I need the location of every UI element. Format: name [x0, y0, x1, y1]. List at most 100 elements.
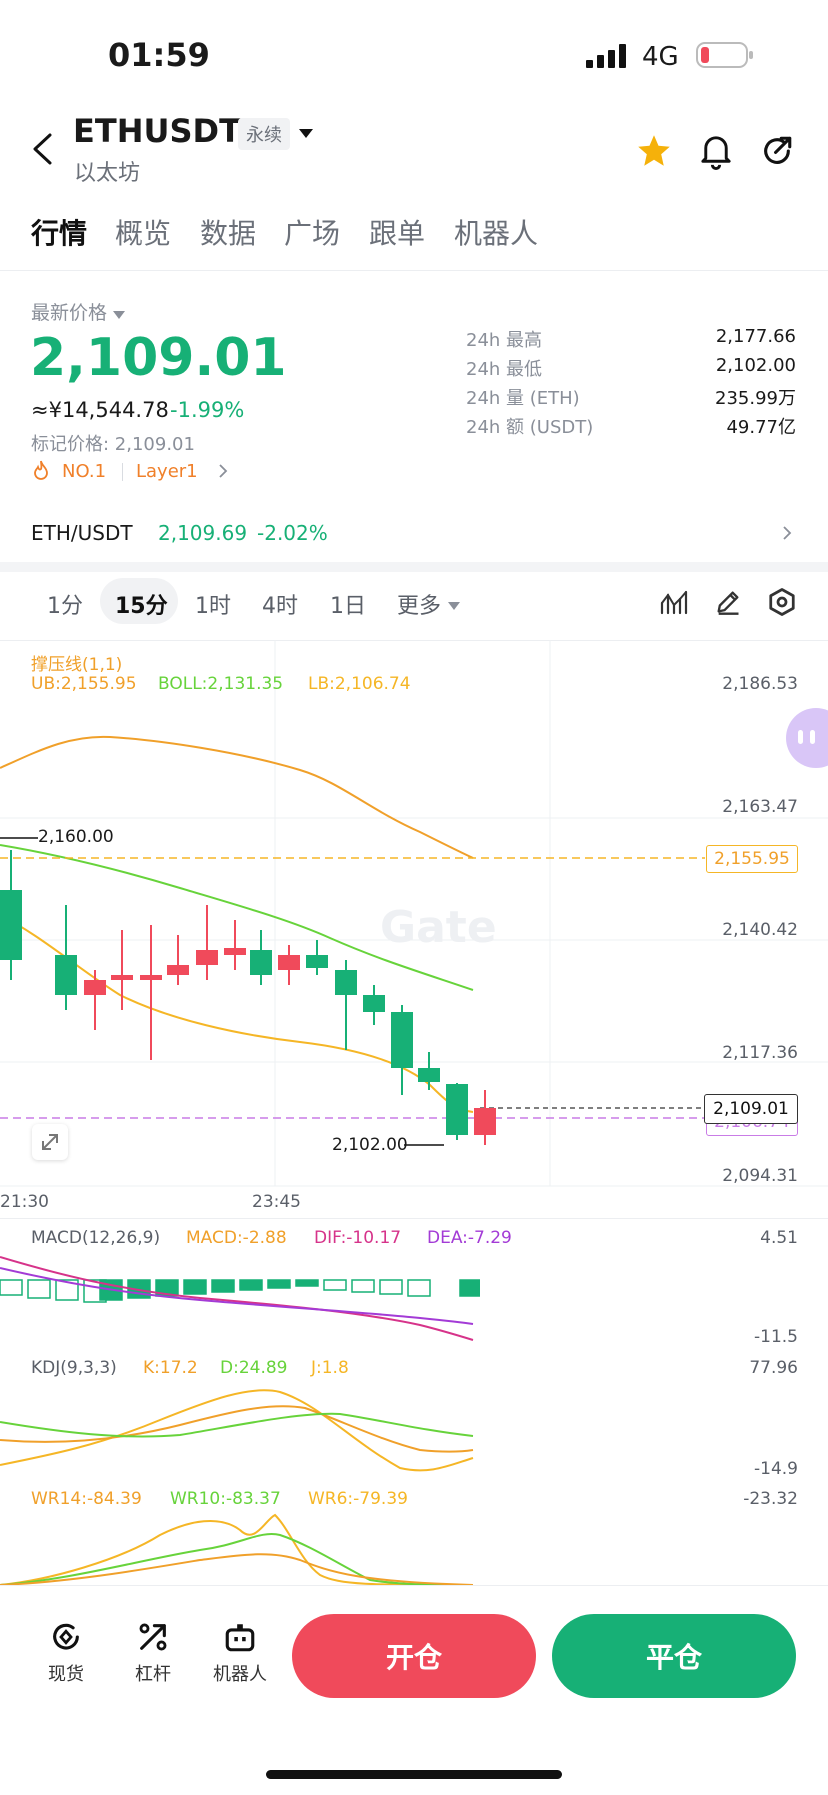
- kdj-j-line: [0, 1389, 474, 1472]
- ub-label: UB:2,155.95: [31, 674, 137, 694]
- category-chevron-icon[interactable]: [218, 463, 228, 483]
- tab-copy-trading[interactable]: 跟单: [369, 217, 426, 250]
- high-marker-label: 2,160.00: [38, 827, 114, 847]
- timeframe-more[interactable]: 更多: [397, 594, 442, 619]
- symbol-title[interactable]: ETHUSDT: [73, 112, 241, 150]
- candle-body: [140, 975, 162, 980]
- candle-body: [363, 995, 385, 1012]
- wr10-line: [0, 1533, 474, 1585]
- macd-title[interactable]: MACD(12,26,9): [31, 1228, 161, 1248]
- kdj-k-value: K:17.2: [143, 1358, 198, 1378]
- candle-body: [224, 948, 246, 955]
- candle-body: [250, 950, 272, 975]
- cny-value: ≈¥14,544.78: [31, 398, 169, 422]
- draw-pencil-icon[interactable]: [714, 588, 742, 620]
- macd-bar: [407, 1279, 431, 1297]
- candlestick-chart[interactable]: Gate: [0, 640, 828, 1220]
- kdj-d-value: D:24.89: [220, 1358, 288, 1378]
- tab-overview[interactable]: 概览: [115, 217, 172, 250]
- timeframe-1d[interactable]: 1日: [330, 594, 366, 619]
- timeframe-active-bg: [100, 578, 178, 624]
- candle-body: [167, 965, 189, 975]
- macd-bar: [459, 1279, 480, 1297]
- spot-price: 2,109.69: [158, 521, 248, 545]
- more-dropdown-icon[interactable]: [448, 596, 460, 615]
- dif-value: DIF:-10.17: [314, 1228, 402, 1248]
- chart-watermark: Gate: [380, 902, 497, 953]
- home-indicator: [266, 1770, 562, 1779]
- timeframe-divider: [0, 640, 828, 641]
- macd-value: MACD:-2.88: [186, 1228, 287, 1248]
- open-position-button[interactable]: 开仓: [292, 1614, 536, 1698]
- tab-square[interactable]: 广场: [284, 217, 341, 250]
- stat-turnover-label: 24h 额 (USDT): [466, 417, 594, 438]
- chart-grid: [0, 640, 828, 1187]
- flame-icon: [31, 459, 51, 485]
- spot-change: -2.02%: [257, 521, 328, 545]
- symbol-subtitle: 以太坊: [74, 161, 141, 186]
- nav-bot[interactable]: 机器人: [205, 1620, 275, 1686]
- back-icon[interactable]: [30, 132, 54, 170]
- status-time: 01:59: [108, 36, 210, 74]
- low-marker-label: 2,102.00: [332, 1135, 408, 1155]
- contract-type-badge: 永续: [238, 118, 290, 150]
- macd-y-top: 4.51: [760, 1228, 798, 1248]
- wr14-value[interactable]: WR14:-84.39: [31, 1489, 142, 1509]
- latest-price-label[interactable]: 最新价格: [31, 302, 108, 324]
- timeframe-1h[interactable]: 1时: [195, 594, 231, 619]
- stat-high-label: 24h 最高: [466, 330, 543, 351]
- candle-body: [55, 955, 77, 995]
- category-badge[interactable]: Layer1: [136, 461, 198, 482]
- bell-icon[interactable]: [698, 132, 734, 174]
- latest-price-dropdown-icon[interactable]: [113, 305, 125, 324]
- y-label-3: 2,140.42: [722, 920, 798, 940]
- expand-chart-icon[interactable]: [32, 1124, 68, 1160]
- tab-data[interactable]: 数据: [200, 217, 257, 250]
- dea-value: DEA:-7.29: [427, 1228, 512, 1248]
- stat-low-label: 24h 最低: [466, 359, 543, 380]
- robot-icon: [225, 1624, 255, 1652]
- macd-chart: [0, 1256, 480, 1341]
- symbol-dropdown-icon[interactable]: [298, 125, 314, 144]
- kdj-k-line: [0, 1405, 474, 1453]
- close-position-button[interactable]: 平仓: [552, 1614, 796, 1698]
- macd-bar: [295, 1279, 319, 1287]
- settings-icon[interactable]: [767, 587, 797, 621]
- spot-icon: [53, 1623, 79, 1650]
- tab-market[interactable]: 行情: [31, 217, 88, 250]
- leverage-icon: [139, 1623, 167, 1651]
- stat-volume-label: 24h 量 (ETH): [466, 388, 580, 409]
- nav-spot[interactable]: 现货: [31, 1620, 101, 1686]
- candle-body: [418, 1068, 440, 1082]
- star-icon[interactable]: [636, 133, 672, 173]
- assistant-float-icon[interactable]: [786, 708, 828, 768]
- macd-bar: [379, 1279, 403, 1295]
- price-change: -1.99%: [170, 398, 245, 422]
- timeframe-15m[interactable]: 15分: [115, 594, 168, 619]
- nav-leverage[interactable]: 杠杆: [118, 1620, 188, 1686]
- timeframe-4h[interactable]: 4时: [262, 594, 298, 619]
- x-label-1: 21:30: [0, 1192, 49, 1212]
- ub-price-tag: 2,155.95: [706, 845, 798, 873]
- wr-chart: [0, 1513, 474, 1585]
- stat-high-value: 2,177.66: [715, 326, 796, 347]
- boll-line: [0, 844, 474, 991]
- macd-bar: [351, 1279, 375, 1293]
- spot-pair-row[interactable]: ETH/USDT 2,109.69 -2.02%: [0, 505, 828, 561]
- nav-leverage-label: 杠杆: [135, 1664, 171, 1685]
- sr-indicator-title[interactable]: 撑压线(1,1): [31, 655, 123, 675]
- indicator-icon[interactable]: [660, 589, 688, 619]
- macd-bar: [0, 1279, 23, 1296]
- timeframe-1m[interactable]: 1分: [47, 594, 83, 619]
- mark-price: 标记价格: 2,109.01: [31, 434, 195, 455]
- candle-body: [306, 955, 328, 968]
- network-label: 4G: [642, 42, 679, 72]
- kdj-title[interactable]: KDJ(9,3,3): [31, 1358, 117, 1378]
- tab-bots[interactable]: 机器人: [454, 217, 539, 250]
- candle-body: [196, 950, 218, 965]
- share-icon[interactable]: [760, 134, 794, 172]
- spot-pair: ETH/USDT: [31, 521, 133, 545]
- lb-label: LB:2,106.74: [308, 674, 411, 694]
- rank-badge[interactable]: NO.1: [62, 461, 107, 482]
- kdj-y-bottom: -14.9: [754, 1459, 798, 1479]
